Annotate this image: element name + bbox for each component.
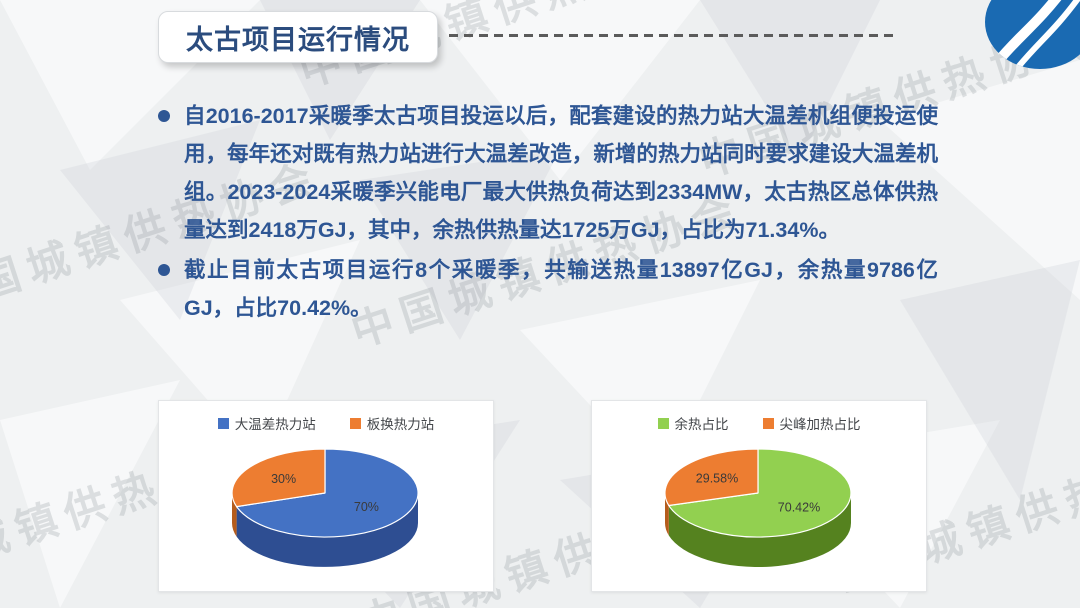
pie-slice [668, 448, 852, 538]
pie-data-label: 70% [354, 500, 379, 514]
legend-item: 余热占比 [657, 413, 729, 433]
pie-data-label: 30% [271, 472, 296, 486]
legend-label: 余热占比 [674, 417, 729, 432]
pie-slice [236, 448, 419, 538]
chart-legend: 余热占比 尖峰加热占比 [592, 401, 926, 433]
legend-label: 板换热力站 [366, 417, 435, 432]
bullet-text: 截止目前太古项目运行8个采暖季，共输送热量13897亿GJ，余热量9786亿GJ… [184, 258, 938, 320]
legend-swatch-icon [657, 417, 669, 429]
pie-chart-station-types: 70% 30% [231, 448, 419, 567]
pie-chart-heat-share: 70.42% 29.58% [664, 448, 852, 568]
bullet-list: 自2016-2017采暖季太古项目投运以后，配套建设的热力站大温差机组便投运使用… [158, 97, 938, 327]
pie-side [664, 493, 669, 536]
association-logo-icon [985, 0, 1080, 69]
dashed-divider [449, 34, 895, 37]
pie-side [668, 493, 852, 568]
bullet-item: 自2016-2017采暖季太古项目投运以后，配套建设的热力站大温差机组便投运使用… [158, 97, 938, 249]
pie-side [232, 493, 237, 537]
chart-cards: 大温差热力站 板换热力站 70% 30% 余热占比 尖峰加热占比 70.42% 29.5… [158, 400, 927, 592]
pie-card-station-types: 大温差热力站 板换热力站 70% 30% [158, 400, 494, 592]
pie-slice [664, 448, 759, 507]
legend-swatch-icon [217, 417, 229, 429]
legend-item: 尖峰加热占比 [762, 413, 861, 433]
bullet-item: 截止目前太古项目运行8个采暖季，共输送热量13897亿GJ，余热量9786亿GJ… [158, 251, 938, 327]
legend-label: 大温差热力站 [234, 417, 316, 432]
legend-swatch-icon [762, 417, 774, 429]
legend-swatch-icon [349, 417, 361, 429]
bullet-dot-icon [158, 264, 170, 276]
pie-data-label: 29.58% [696, 472, 738, 486]
chart-legend: 大温差热力站 板换热力站 [159, 401, 493, 433]
bullet-dot-icon [158, 110, 170, 122]
pie-slice [231, 448, 326, 508]
pie-side [236, 493, 418, 567]
legend-label: 尖峰加热占比 [779, 417, 861, 432]
bullet-text: 自2016-2017采暖季太古项目投运以后，配套建设的热力站大温差机组便投运使用… [184, 104, 938, 242]
legend-item: 大温差热力站 [217, 413, 316, 433]
pie-data-label: 70.42% [778, 501, 820, 515]
legend-item: 板换热力站 [349, 413, 435, 433]
pie-card-heat-share: 余热占比 尖峰加热占比 70.42% 29.58% [591, 400, 927, 592]
slide-title: 太古项目运行情况 [158, 11, 438, 63]
